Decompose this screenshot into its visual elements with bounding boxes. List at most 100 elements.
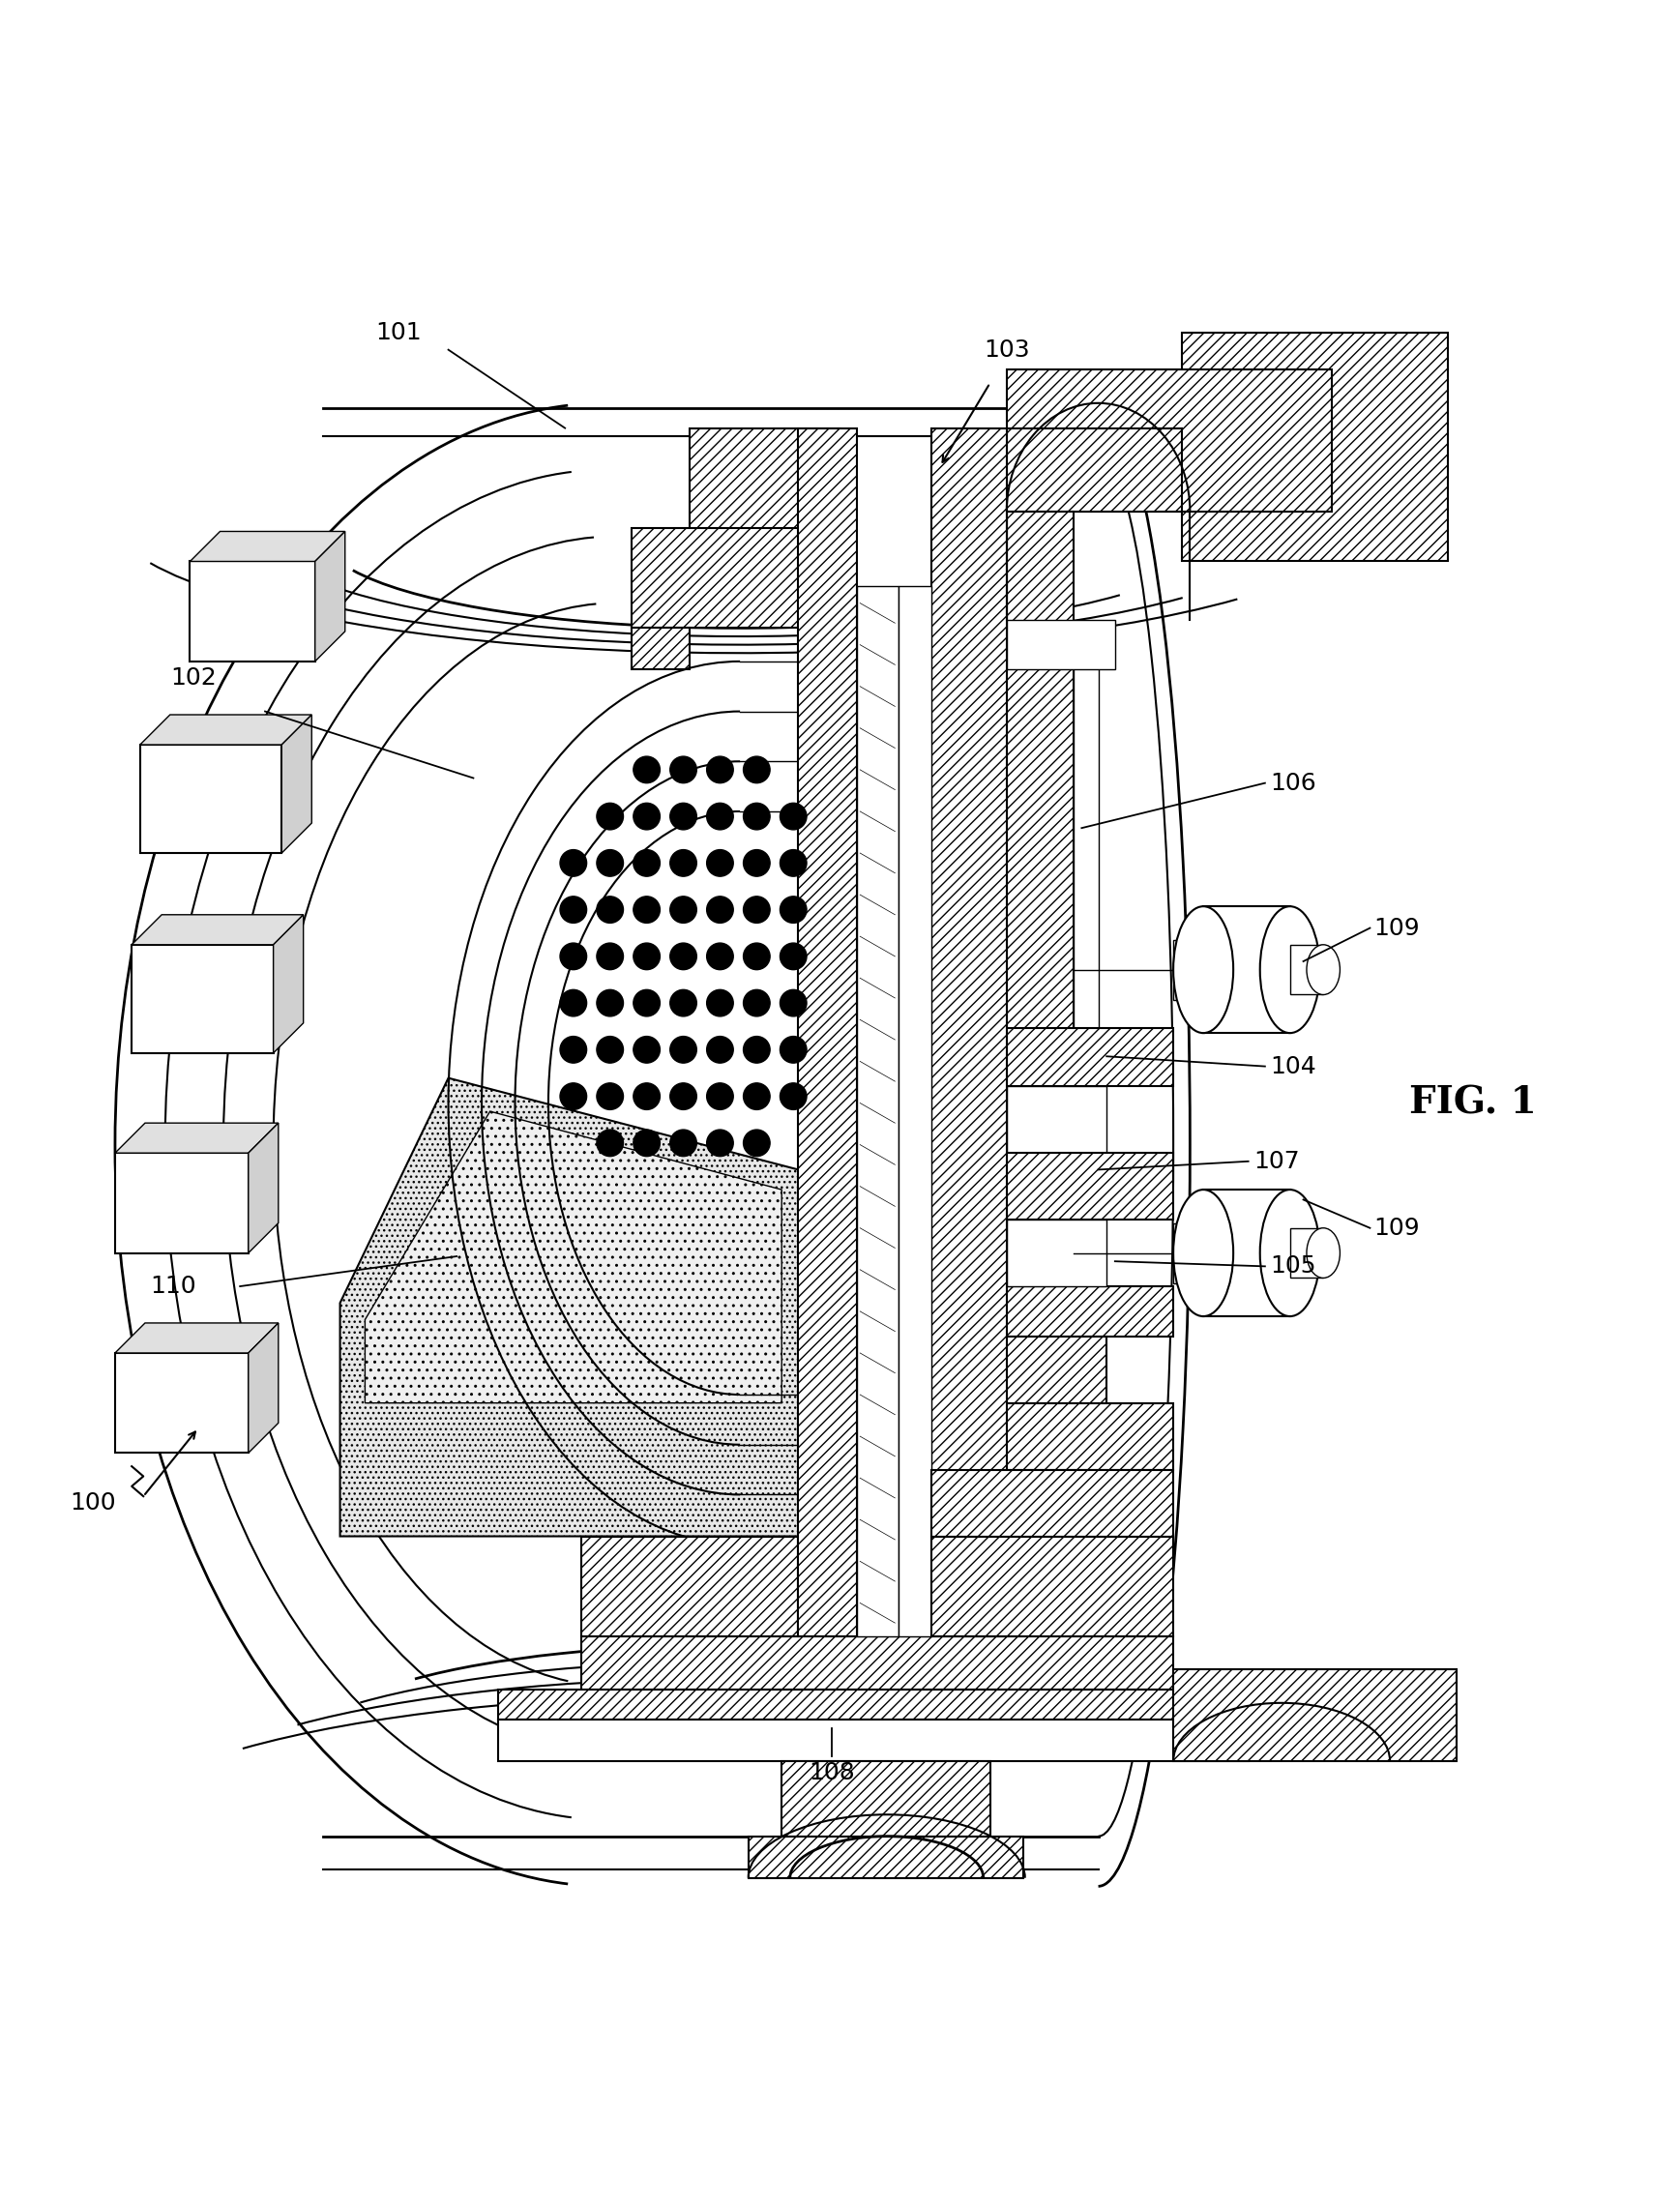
Circle shape [707,990,734,1017]
Circle shape [559,896,586,922]
Ellipse shape [1186,940,1220,999]
Circle shape [633,803,660,829]
Ellipse shape [1173,907,1233,1032]
Circle shape [707,849,734,876]
Circle shape [780,942,806,971]
Circle shape [633,896,660,922]
Polygon shape [581,1535,798,1637]
Polygon shape [1203,1189,1290,1317]
Circle shape [670,990,697,1017]
Polygon shape [632,629,690,671]
Polygon shape [1074,635,1099,1535]
Circle shape [707,1037,734,1063]
Polygon shape [1173,1222,1203,1284]
Polygon shape [1181,333,1448,560]
Text: 105: 105 [1270,1255,1315,1277]
Ellipse shape [1307,1229,1341,1277]
Polygon shape [499,1690,1248,1721]
Ellipse shape [1173,1189,1233,1317]
Circle shape [707,803,734,829]
Polygon shape [131,915,304,944]
Circle shape [670,1129,697,1156]
Polygon shape [139,715,312,746]
Circle shape [780,803,806,829]
Circle shape [707,1129,734,1156]
Polygon shape [139,746,282,854]
Polygon shape [1006,428,1181,512]
Polygon shape [690,428,840,578]
Text: 100: 100 [71,1491,116,1516]
Ellipse shape [1186,1222,1220,1284]
Polygon shape [282,715,312,854]
Circle shape [670,803,697,829]
Polygon shape [798,428,857,1637]
Text: 103: 103 [983,338,1030,362]
Circle shape [670,849,697,876]
Polygon shape [114,1123,279,1154]
Text: 106: 106 [1270,772,1315,794]
Polygon shape [1006,1028,1173,1085]
Circle shape [596,990,623,1017]
Ellipse shape [1260,1189,1320,1317]
Polygon shape [1006,512,1074,1535]
Circle shape [743,1129,769,1156]
Circle shape [780,849,806,876]
Polygon shape [365,1112,781,1403]
Circle shape [596,1083,623,1110]
Circle shape [670,942,697,971]
Circle shape [633,1083,660,1110]
Circle shape [596,1129,623,1156]
Polygon shape [899,587,932,1637]
Circle shape [780,990,806,1017]
Circle shape [633,990,660,1017]
Circle shape [743,803,769,829]
Circle shape [633,1129,660,1156]
Circle shape [559,942,586,971]
Circle shape [743,1037,769,1063]
Polygon shape [1006,1085,1107,1154]
Text: FIG. 1: FIG. 1 [1410,1085,1537,1121]
Polygon shape [190,532,344,560]
Circle shape [633,1037,660,1063]
Polygon shape [1006,371,1332,512]
Circle shape [780,1083,806,1110]
Polygon shape [932,1535,1173,1637]
Circle shape [780,896,806,922]
Polygon shape [1203,907,1290,1032]
Polygon shape [748,1835,1023,1877]
Circle shape [559,1037,586,1063]
Polygon shape [1173,940,1203,999]
Circle shape [707,1083,734,1110]
Polygon shape [932,1286,1173,1337]
Text: 102: 102 [170,666,217,690]
Circle shape [743,896,769,922]
Polygon shape [316,532,344,662]
Polygon shape [1006,1154,1173,1220]
Circle shape [596,849,623,876]
Circle shape [670,896,697,922]
Circle shape [633,757,660,783]
Circle shape [743,757,769,783]
Circle shape [559,849,586,876]
Polygon shape [857,587,899,1637]
Polygon shape [581,1637,1173,1690]
Polygon shape [131,944,274,1052]
Circle shape [780,1037,806,1063]
Polygon shape [1006,620,1116,671]
Polygon shape [114,1324,279,1352]
Text: 109: 109 [1373,1216,1420,1240]
Circle shape [596,896,623,922]
Circle shape [670,1083,697,1110]
Circle shape [596,942,623,971]
Polygon shape [339,1079,798,1535]
Polygon shape [632,527,840,629]
Circle shape [743,1083,769,1110]
Circle shape [707,757,734,783]
Text: 107: 107 [1253,1149,1299,1174]
Polygon shape [1290,944,1324,995]
Circle shape [633,942,660,971]
Text: 104: 104 [1270,1054,1315,1079]
Circle shape [707,942,734,971]
Circle shape [743,942,769,971]
Text: 101: 101 [375,322,422,344]
